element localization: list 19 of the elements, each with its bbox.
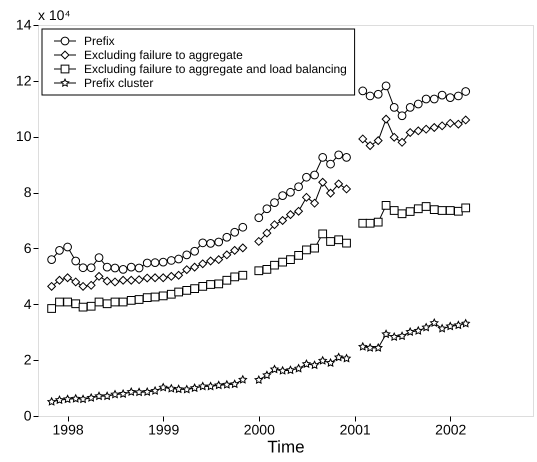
y-tick-label: 12 <box>16 72 32 88</box>
x-axis-title: Time <box>267 438 305 456</box>
x-tick-label: 2001 <box>340 422 371 438</box>
text: x 10⁴ <box>38 7 70 23</box>
y-tick-label: 4 <box>24 296 32 312</box>
y-tick-label: 14 <box>16 16 32 32</box>
y-tick-label: 8 <box>24 184 32 200</box>
y-tick-label: 0 <box>24 408 32 424</box>
x-tick-label: 2000 <box>244 422 276 438</box>
y-tick-label: 10 <box>16 128 32 144</box>
x-tick-label: 2002 <box>435 422 467 438</box>
y-tick-label: 2 <box>24 352 32 368</box>
legend-label: Prefix <box>84 34 115 48</box>
x-tick-label: 1999 <box>148 422 180 438</box>
legend-label: Prefix cluster <box>84 76 154 90</box>
legend-label: Excluding failure to aggregate <box>84 48 244 62</box>
y-tick-label: 6 <box>24 240 32 256</box>
x-tick-label: 1998 <box>52 422 84 438</box>
legend-label: Excluding failure to aggregate and load balancing <box>84 62 347 76</box>
